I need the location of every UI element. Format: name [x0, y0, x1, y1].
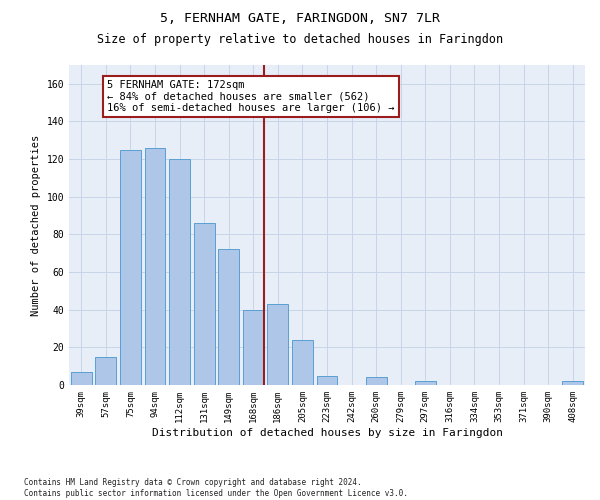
Bar [194, 223, 215, 385]
Bar [365, 378, 386, 385]
Text: 5 FERNHAM GATE: 172sqm
← 84% of detached houses are smaller (562)
16% of semi-de: 5 FERNHAM GATE: 172sqm ← 84% of detached… [107, 80, 395, 114]
Bar [218, 250, 239, 385]
Bar [71, 372, 92, 385]
Bar [268, 304, 289, 385]
Bar [120, 150, 141, 385]
Bar [562, 381, 583, 385]
X-axis label: Distribution of detached houses by size in Faringdon: Distribution of detached houses by size … [151, 428, 503, 438]
Bar [169, 159, 190, 385]
Text: 5, FERNHAM GATE, FARINGDON, SN7 7LR: 5, FERNHAM GATE, FARINGDON, SN7 7LR [160, 12, 440, 26]
Y-axis label: Number of detached properties: Number of detached properties [31, 134, 41, 316]
Text: Size of property relative to detached houses in Faringdon: Size of property relative to detached ho… [97, 32, 503, 46]
Bar [95, 357, 116, 385]
Text: Contains HM Land Registry data © Crown copyright and database right 2024.
Contai: Contains HM Land Registry data © Crown c… [24, 478, 408, 498]
Bar [317, 376, 337, 385]
Bar [292, 340, 313, 385]
Bar [243, 310, 264, 385]
Bar [415, 381, 436, 385]
Bar [145, 148, 166, 385]
